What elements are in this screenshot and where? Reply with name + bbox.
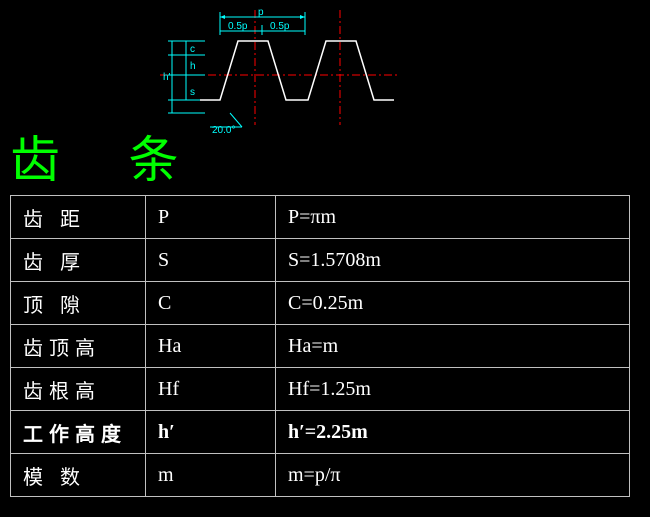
page-title: 齿 条 <box>10 120 207 192</box>
dim-label-c: c <box>190 44 195 55</box>
param-formula: P=πm <box>276 196 630 239</box>
param-symbol: C <box>146 282 276 325</box>
table-row: 模 数mm=p/π <box>11 454 630 497</box>
table-row: 齿根高HfHf=1.25m <box>11 368 630 411</box>
dim-label-h: h <box>190 61 196 72</box>
param-name: 齿 厚 <box>11 239 146 282</box>
dim-label-half-p-l: 0.5p <box>228 21 248 32</box>
param-name: 模 数 <box>11 454 146 497</box>
param-name: 工作高度 <box>11 411 146 454</box>
dim-label-half-p-r: 0.5p <box>270 21 290 32</box>
param-name: 齿根高 <box>11 368 146 411</box>
parameter-table: 齿 距PP=πm齿 厚SS=1.5708m顶 隙CC=0.25m齿顶高HaHa=… <box>10 195 630 497</box>
param-formula: S=1.5708m <box>276 239 630 282</box>
table-row: 齿 距PP=πm <box>11 196 630 239</box>
dim-label-angle: 20.0° <box>212 125 235 135</box>
param-formula: Hf=1.25m <box>276 368 630 411</box>
table-row: 齿顶高HaHa=m <box>11 325 630 368</box>
rack-profile-diagram: p 0.5p 0.5p c h h' s 20.0° <box>150 5 410 135</box>
dim-label-s: s <box>190 87 195 98</box>
param-formula: C=0.25m <box>276 282 630 325</box>
table-row: 齿 厚SS=1.5708m <box>11 239 630 282</box>
param-formula: m=p/π <box>276 454 630 497</box>
param-symbol: S <box>146 239 276 282</box>
table-row: 顶 隙CC=0.25m <box>11 282 630 325</box>
dim-label-p: p <box>258 7 264 18</box>
param-name: 齿 距 <box>11 196 146 239</box>
param-symbol: h′ <box>146 411 276 454</box>
param-formula: Ha=m <box>276 325 630 368</box>
table-row: 工作高度h′h′=2.25m <box>11 411 630 454</box>
param-symbol: m <box>146 454 276 497</box>
param-symbol: P <box>146 196 276 239</box>
param-symbol: Ha <box>146 325 276 368</box>
param-name: 顶 隙 <box>11 282 146 325</box>
page-canvas: p 0.5p 0.5p c h h' s 20.0° 齿 条 齿 距PP=πm齿… <box>0 0 650 517</box>
param-formula: h′=2.25m <box>276 411 630 454</box>
param-symbol: Hf <box>146 368 276 411</box>
param-name: 齿顶高 <box>11 325 146 368</box>
dim-label-hprime: h' <box>163 72 171 83</box>
